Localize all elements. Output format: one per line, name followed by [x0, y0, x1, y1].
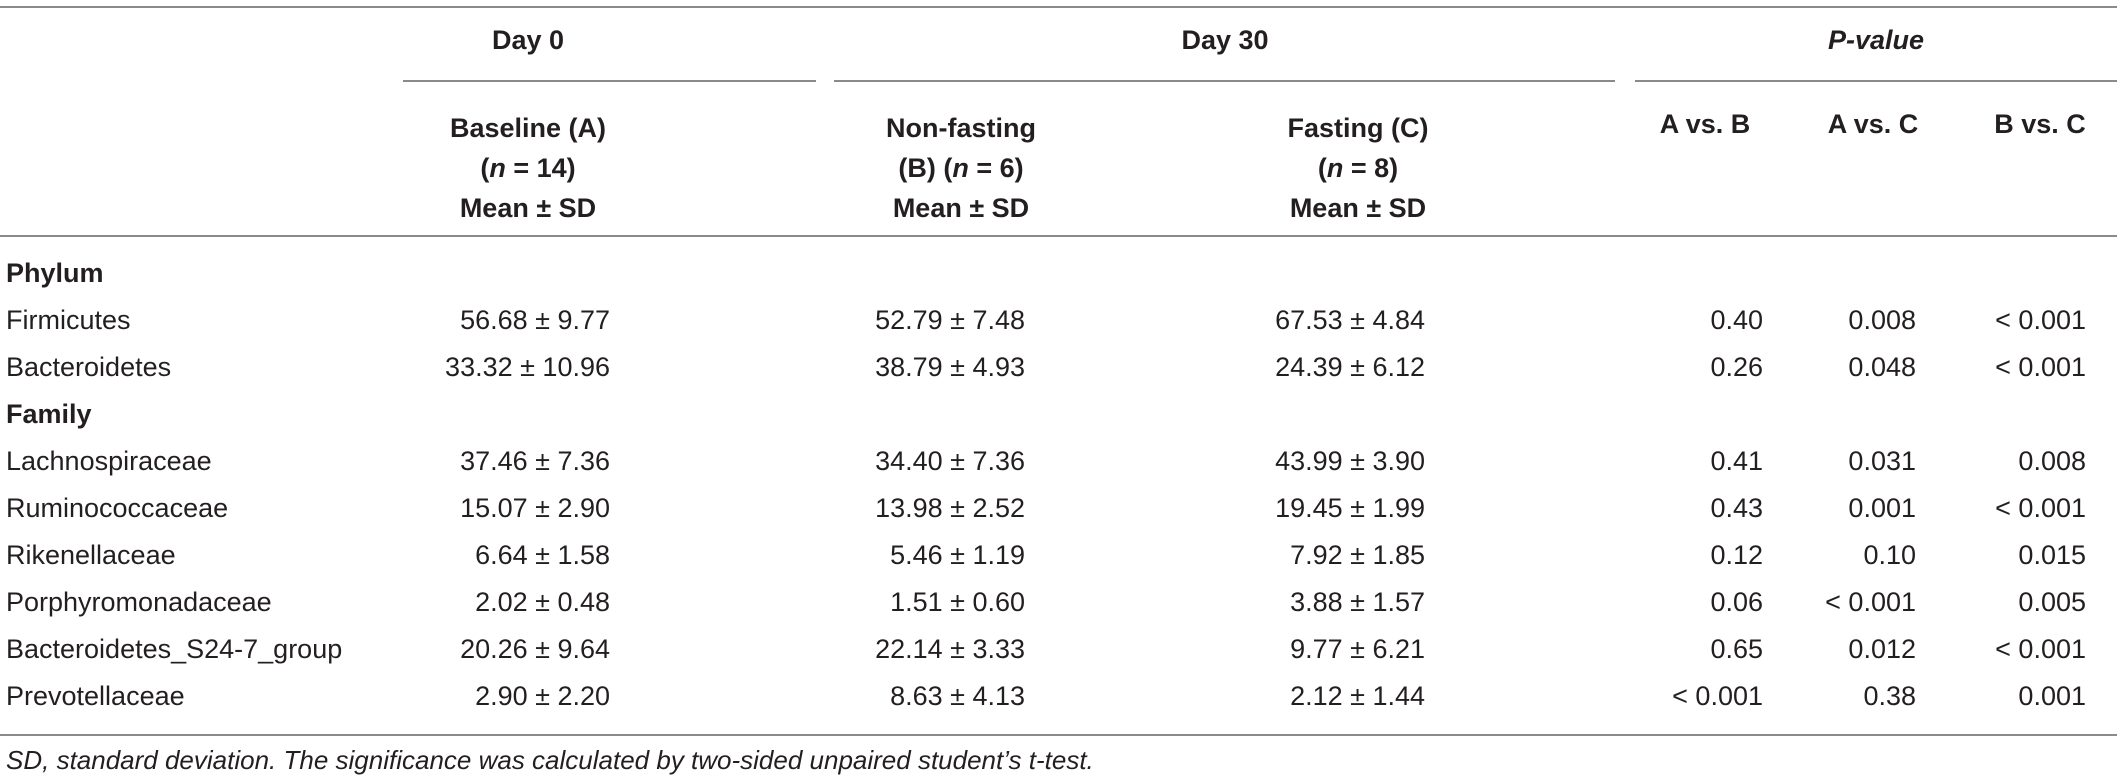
cell-a-vs-b: 0.40 — [1710, 305, 1763, 335]
day0-underline — [403, 80, 816, 82]
cell-fasting: 7.92 ± 1.85 — [1290, 540, 1425, 570]
col-header-a-vs-b: A vs. B — [1659, 109, 1751, 139]
col-header-baseline-line3: Mean ± SD — [459, 193, 597, 223]
row-label: Rikenellaceae — [6, 540, 176, 570]
header-bottom-rule — [0, 235, 2117, 237]
cell-fasting: 19.45 ± 1.99 — [1275, 493, 1425, 523]
col-header-nonfasting-line1: Non-fasting — [886, 113, 1036, 143]
group-header-day30: Day 30 — [1181, 25, 1269, 55]
cell-nonfasting: 5.46 ± 1.19 — [890, 540, 1025, 570]
col-header-a-vs-c: A vs. C — [1827, 109, 1919, 139]
col-header-fasting-line2: (n = 8) — [1317, 153, 1399, 183]
cell-baseline: 2.02 ± 0.48 — [475, 587, 610, 617]
group-header-pvalue: P-value — [1827, 25, 1925, 55]
cell-nonfasting: 34.40 ± 7.36 — [875, 446, 1025, 476]
cell-b-vs-c: < 0.001 — [1995, 352, 2086, 382]
cell-a-vs-c: 0.048 — [1848, 352, 1916, 382]
cell-a-vs-b: 0.65 — [1710, 634, 1763, 664]
col-header-baseline: Baseline (A) (n = 14) Mean ± SD — [450, 108, 606, 228]
cell-nonfasting: 22.14 ± 3.33 — [875, 634, 1025, 664]
table-footnote: SD, standard deviation. The significance… — [6, 745, 1094, 775]
day30-underline — [834, 80, 1615, 82]
cell-fasting: 3.88 ± 1.57 — [1290, 587, 1425, 617]
col-header-nonfasting-line3: Mean ± SD — [892, 193, 1030, 223]
row-label: Lachnospiraceae — [6, 446, 212, 476]
row-label: Ruminococcaceae — [6, 493, 229, 523]
col-header-nonfasting-line2: (B) (n = 6) — [898, 153, 1024, 183]
cell-nonfasting: 13.98 ± 2.52 — [875, 493, 1025, 523]
group-header-day0: Day 0 — [491, 25, 565, 55]
row-label: Porphyromonadaceae — [6, 587, 272, 617]
cell-b-vs-c: 0.005 — [2018, 587, 2086, 617]
cell-nonfasting: 52.79 ± 7.48 — [875, 305, 1025, 335]
cell-a-vs-c: 0.38 — [1863, 681, 1916, 711]
section-title-family: Family — [6, 399, 92, 429]
cell-nonfasting: 38.79 ± 4.93 — [875, 352, 1025, 382]
section-title-phylum: Phylum — [6, 258, 104, 288]
col-header-fasting-line1: Fasting (C) — [1287, 113, 1429, 143]
cell-b-vs-c: 0.015 — [2018, 540, 2086, 570]
table-top-rule — [0, 6, 2117, 8]
cell-a-vs-c: 0.031 — [1848, 446, 1916, 476]
pvalue-underline — [1635, 80, 2117, 82]
cell-fasting: 67.53 ± 4.84 — [1275, 305, 1425, 335]
cell-fasting: 24.39 ± 6.12 — [1275, 352, 1425, 382]
cell-a-vs-c: 0.008 — [1848, 305, 1916, 335]
cell-baseline: 33.32 ± 10.96 — [445, 352, 610, 382]
cell-fasting: 43.99 ± 3.90 — [1275, 446, 1425, 476]
cell-nonfasting: 1.51 ± 0.60 — [890, 587, 1025, 617]
cell-b-vs-c: < 0.001 — [1995, 493, 2086, 523]
col-header-nonfasting: Non-fasting (B) (n = 6) Mean ± SD — [886, 108, 1036, 228]
cell-fasting: 2.12 ± 1.44 — [1290, 681, 1425, 711]
col-header-b-vs-c: B vs. C — [1994, 109, 2086, 139]
col-header-baseline-line1: Baseline (A) — [449, 113, 607, 143]
cell-baseline: 20.26 ± 9.64 — [460, 634, 610, 664]
row-label: Prevotellaceae — [6, 681, 185, 711]
cell-a-vs-b: 0.26 — [1710, 352, 1763, 382]
cell-b-vs-c: < 0.001 — [1995, 634, 2086, 664]
cell-a-vs-c: 0.001 — [1848, 493, 1916, 523]
cell-baseline: 2.90 ± 2.20 — [475, 681, 610, 711]
cell-a-vs-b: 0.12 — [1710, 540, 1763, 570]
cell-b-vs-c: 0.001 — [2018, 681, 2086, 711]
cell-a-vs-b: 0.43 — [1710, 493, 1763, 523]
table-bottom-rule — [0, 734, 2117, 736]
col-header-fasting-line3: Mean ± SD — [1289, 193, 1427, 223]
row-label: Firmicutes — [6, 305, 131, 335]
cell-a-vs-b: 0.41 — [1710, 446, 1763, 476]
cell-b-vs-c: < 0.001 — [1995, 305, 2086, 335]
col-header-baseline-line2: (n = 14) — [480, 153, 576, 183]
row-label: Bacteroidetes — [6, 352, 172, 382]
cell-a-vs-b: 0.06 — [1710, 587, 1763, 617]
cell-fasting: 9.77 ± 6.21 — [1290, 634, 1425, 664]
cell-baseline: 56.68 ± 9.77 — [460, 305, 610, 335]
cell-baseline: 6.64 ± 1.58 — [475, 540, 610, 570]
cell-b-vs-c: 0.008 — [2018, 446, 2086, 476]
cell-a-vs-c: 0.012 — [1848, 634, 1916, 664]
row-label: Bacteroidetes_S24-7_group — [6, 634, 343, 664]
cell-a-vs-c: < 0.001 — [1825, 587, 1916, 617]
cell-a-vs-b: < 0.001 — [1672, 681, 1763, 711]
cell-baseline: 15.07 ± 2.90 — [460, 493, 610, 523]
cell-nonfasting: 8.63 ± 4.13 — [890, 681, 1025, 711]
cell-a-vs-c: 0.10 — [1863, 540, 1916, 570]
col-header-fasting: Fasting (C) (n = 8) Mean ± SD — [1288, 108, 1429, 228]
cell-baseline: 37.46 ± 7.36 — [460, 446, 610, 476]
